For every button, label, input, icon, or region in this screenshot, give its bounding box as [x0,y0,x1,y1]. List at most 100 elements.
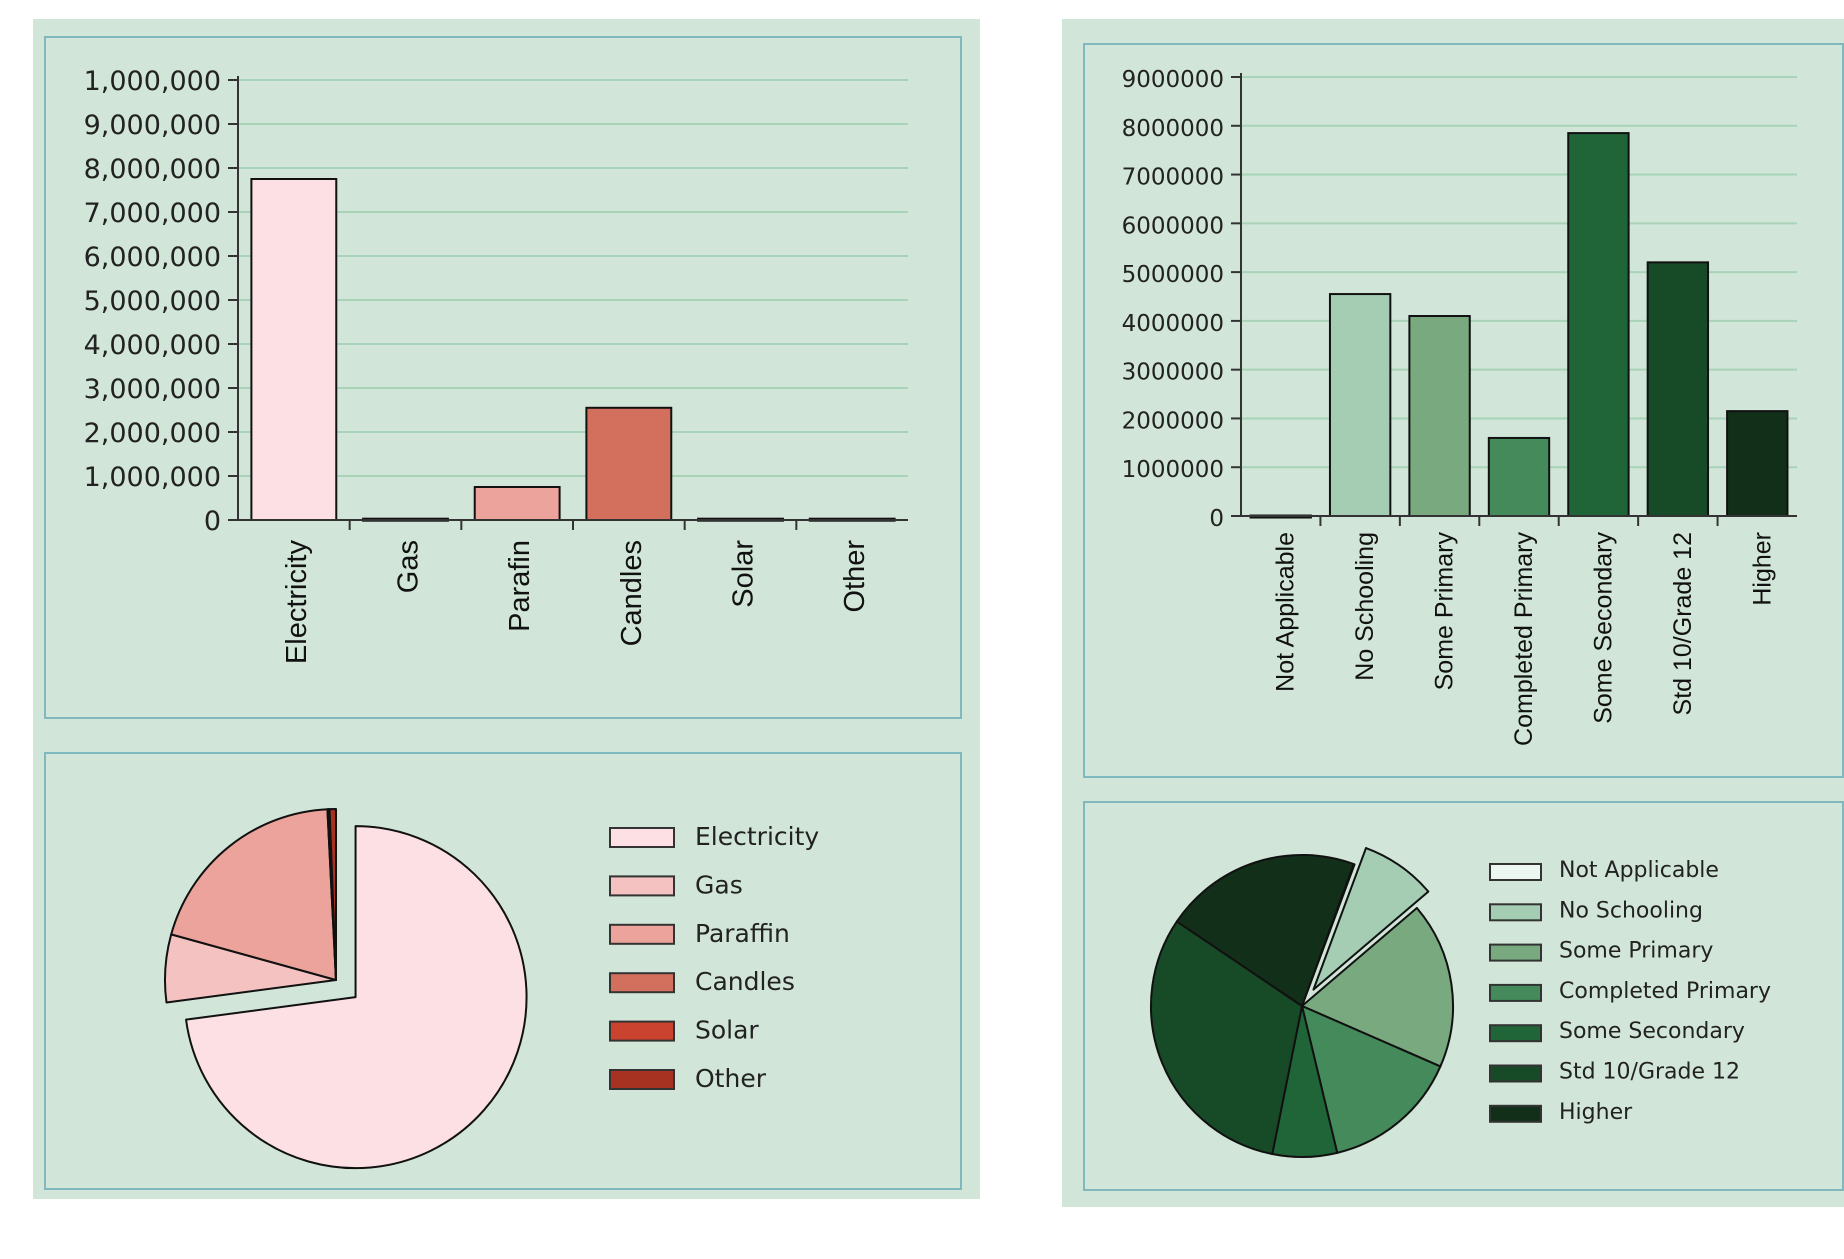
energy-bar-gridlines [238,79,908,477]
legend-label-completed-primary: Completed Primary [1559,979,1771,1004]
education-pie-slices [1149,847,1454,1158]
x-tick-label-some-primary: Some Primary [1431,532,1459,691]
y-tick-label: 3000000 [1122,360,1224,386]
legend-swatch-completed-primary [1489,983,1542,1002]
y-tick-label: 6000000 [1122,213,1224,239]
y-tick-label: 2,000,000 [84,418,221,449]
bar-higher [1726,410,1789,517]
education-bar-gridlines [1241,76,1797,469]
y-tick-label: 1,000,000 [84,66,221,97]
education-pie-chart: Not Applicable No Schooling Some Primary Co… [1149,847,1771,1158]
bar-std-10-grade-12 [1646,261,1710,517]
x-tick-label-parafin: Parafin [504,540,536,632]
x-tick-label-gas: Gas [393,540,425,593]
y-tick-label: 3,000,000 [84,374,221,405]
y-tick-label: 0 [1209,506,1224,532]
energy-pie-frame [44,752,962,1190]
legend-label-solar: Solar [695,1016,759,1045]
pie-slice-completed-primary [1301,1005,1442,1154]
pie-slice-other [328,808,337,981]
y-tick-label: 1000000 [1122,457,1224,483]
legend-swatch-some-secondary [1489,1024,1542,1043]
pie-slice-electricity [185,825,528,1170]
legend-swatch-no-schooling [1489,903,1542,922]
y-tick-label: 7000000 [1122,165,1224,191]
education-pie-legend: Not Applicable No Schooling Some Primary Co… [1489,858,1771,1125]
x-tick-label-electricity: Electricity [281,540,313,665]
legend-label-gas: Gas [695,870,743,899]
legend-label-std-10-grade-12: Std 10/Grade 12 [1559,1060,1740,1085]
energy-bar-chart: 0 1,000,000 2,000,000 3,000,000 4,000,000 5,0… [84,66,908,664]
y-tick-label: 5000000 [1122,262,1224,288]
energy-pie-slices [164,808,528,1170]
y-tick-label: 0 [204,506,221,537]
legend-swatch-paraffin [609,923,675,945]
education-bar-bars [1249,132,1789,519]
legend-swatch-electricity [609,827,675,848]
legend-swatch-some-primary [1489,943,1542,962]
legend-swatch-solar [609,1020,675,1042]
education-bar-axes [1231,73,1797,526]
bar-some-secondary [1567,132,1630,517]
education-bar-chart: 0 1000000 2000000 3000000 4000000 5000000 6000… [1122,67,1797,746]
y-tick-label: 8,000,000 [84,154,221,185]
pie-slice-paraffin [170,808,337,981]
legend-label-paraffin: Paraffin [695,919,790,948]
legend-label-higher: Higher [1559,1100,1633,1125]
legend-swatch-not-applicable [1489,863,1542,881]
energy-bar-y-ticks: 0 1,000,000 2,000,000 3,000,000 4,000,000 5,0… [84,66,221,537]
bar-candles [585,406,673,521]
legend-label-candles: Candles [695,967,795,996]
legend-label-other: Other [695,1064,767,1093]
x-tick-label-std-10-grade-12: Std 10/Grade 12 [1669,532,1697,715]
y-tick-label: 9,000,000 [84,110,221,141]
energy-bar-axes [228,76,908,530]
pie-slice-higher [1175,854,1355,1007]
education-bar-frame [1083,43,1844,778]
legend-label-not-applicable: Not Applicable [1559,858,1719,883]
education-bar-x-ticks: Not Applicable No Schooling Some Primary Co… [1272,532,1777,746]
x-tick-label-other: Other [839,540,871,613]
legend-label-electricity: Electricity [695,822,819,851]
x-tick-label-no-schooling: No Schooling [1351,532,1379,681]
energy-bar-x-ticks: Electricity Gas Parafin Candles Solar Other [281,540,871,665]
bar-parafin [473,486,561,521]
x-tick-label-solar: Solar [728,540,760,608]
x-tick-label-candles: Candles [616,540,648,646]
y-tick-label: 9000000 [1122,67,1224,93]
x-tick-label-not-applicable: Not Applicable [1272,532,1300,692]
legend-swatch-gas [609,875,675,897]
bar-some-primary [1408,315,1471,517]
bar-no-schooling [1328,293,1392,517]
x-tick-label-completed-primary: Completed Primary [1510,532,1538,746]
energy-bar-bars [250,178,896,522]
pie-slice-no-schooling [1312,847,1430,991]
pie-slice-some-primary [1301,906,1454,1068]
y-tick-label: 7,000,000 [84,198,221,229]
energy-bar-frame [44,36,962,719]
x-tick-label-higher: Higher [1748,532,1776,606]
y-tick-label: 5,000,000 [84,286,221,317]
energy-pie-chart: Electricity Gas Paraffin Candles Solar Other [164,808,819,1170]
pie-slice-std-10-grade-12 [1149,920,1303,1156]
legend-label-no-schooling: No Schooling [1559,898,1703,923]
legend-label-some-secondary: Some Secondary [1559,1019,1745,1044]
y-tick-label: 1,000,000 [84,462,221,493]
x-tick-label-some-secondary: Some Secondary [1589,532,1617,724]
legend-label-some-primary: Some Primary [1559,939,1713,964]
energy-pie-legend: Electricity Gas Paraffin Candles Solar Other [609,822,819,1093]
bar-completed-primary [1487,436,1551,518]
legend-swatch-candles [609,972,675,994]
education-pie-frame [1083,801,1844,1191]
y-tick-label: 2000000 [1122,408,1224,434]
legend-swatch-other [609,1069,675,1090]
y-tick-label: 4,000,000 [84,330,221,361]
legend-swatch-std-10-grade-12 [1489,1064,1542,1083]
y-tick-label: 4000000 [1122,311,1224,337]
y-tick-label: 8000000 [1122,116,1224,142]
education-bar-y-ticks: 0 1000000 2000000 3000000 4000000 5000000 6000… [1122,67,1224,532]
bar-electricity [250,178,338,521]
y-tick-label: 6,000,000 [84,242,221,273]
legend-swatch-higher [1489,1104,1542,1123]
